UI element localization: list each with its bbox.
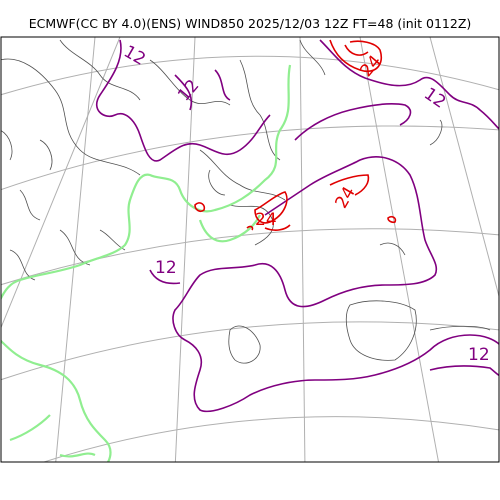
contour-labels: 12 12 12 12 12 24 24 24: [120, 42, 489, 365]
label-12-center: 12: [155, 258, 177, 278]
map-frame: [0, 36, 500, 463]
label-12-japan: 12: [174, 76, 203, 105]
red-contours: [194, 39, 397, 231]
label-24-center: 24: [255, 210, 277, 230]
label-12-right: 12: [468, 345, 490, 365]
label-24-east: 24: [332, 183, 360, 212]
green-contours: [1, 64, 292, 462]
coastlines: [1, 39, 491, 364]
purple-contours: [95, 39, 499, 413]
map-title: ECMWF(CC BY 4.0)(ENS) WIND850 2025/12/03…: [28, 16, 472, 31]
label-12-topright: 12: [420, 84, 449, 113]
label-12-topleft: 12: [120, 42, 149, 70]
